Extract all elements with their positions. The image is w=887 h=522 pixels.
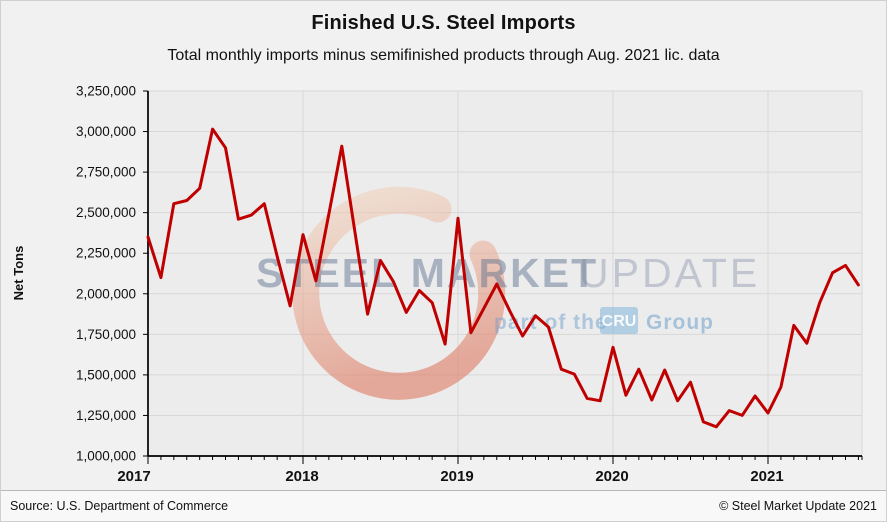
y-tick-label: 2,250,000 (76, 246, 136, 261)
footer-bar: Source: U.S. Department of Commerce © St… (1, 490, 886, 521)
x-tick-label: 2019 (440, 468, 473, 485)
x-tick-label: 2018 (285, 468, 318, 485)
x-tick-label: 2020 (595, 468, 628, 485)
plot-area (148, 91, 862, 456)
axes (147, 91, 862, 457)
series-line (146, 127, 860, 429)
y-tick-label: 2,500,000 (76, 205, 136, 220)
watermark-brand-text-light: UPDATE (579, 250, 760, 296)
x-tick-label: 2021 (750, 468, 783, 485)
watermark-crescent-icon (292, 186, 506, 400)
watermark-tagline: part of the (494, 311, 608, 334)
y-tick-label: 2,750,000 (76, 165, 136, 180)
watermark-cru-label: CRU (602, 313, 637, 330)
y-tick-label: 3,000,000 (76, 124, 136, 139)
copyright-note: © Steel Market Update 2021 (719, 499, 877, 513)
x-tick-label: 2017 (117, 468, 150, 485)
page-subtitle: Total monthly imports minus semifinished… (167, 47, 720, 64)
y-tick-label: 1,250,000 (76, 408, 136, 423)
y-tick-label: 2,000,000 (76, 286, 136, 301)
axis-labels: 1,000,000 1,250,000 1,500,000 1,750,000 2,00… (76, 84, 784, 486)
page-title: Finished U.S. Steel Imports (311, 12, 576, 34)
watermark-cru-badge (600, 307, 638, 334)
watermark-group-label: Group (646, 311, 714, 334)
y-tick-label: 1,750,000 (76, 327, 136, 342)
source-note: Source: U.S. Department of Commerce (10, 499, 229, 513)
axis-ticks (143, 90, 863, 464)
y-tick-label: 1,000,000 (76, 449, 136, 464)
chart-plot: STEEL MARKET UPDATE part of the CRU Grou… (11, 84, 863, 486)
watermark-brand-text: STEEL MARKET (256, 250, 598, 296)
y-axis-title: Net Tons (11, 246, 26, 301)
y-tick-label: 3,250,000 (76, 84, 136, 99)
y-tick-label: 1,500,000 (76, 367, 136, 382)
